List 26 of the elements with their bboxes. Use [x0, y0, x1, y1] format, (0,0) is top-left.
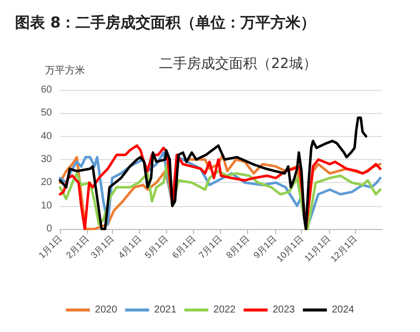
y-tick-label: 20 [40, 177, 52, 188]
x-tick-label: 1月1日 [36, 233, 64, 260]
x-tick-label: 5月1日 [142, 233, 170, 260]
y-tick-label: 30 [40, 154, 52, 165]
x-tick-label: 2月1日 [64, 233, 91, 260]
legend-label: 2024 [332, 304, 355, 316]
chart-title: 图表 8：二手房成交面积（单位：万平方米） [15, 14, 316, 32]
x-tick-label: 4月1日 [116, 233, 144, 260]
y-tick-label: 40 [40, 130, 52, 142]
chart-subtitle: 二手房成交面积（22城） [159, 56, 317, 72]
legend-label: 2021 [154, 304, 177, 316]
legend-label: 2020 [94, 304, 118, 316]
y-tick-label: 50 [40, 108, 52, 119]
x-tick-label: 11月1日 [302, 233, 332, 264]
x-tick-label: 9月1日 [252, 233, 278, 260]
x-tick-label: 7月1日 [196, 233, 224, 260]
y-tick-label: 10 [40, 200, 52, 212]
legend-label: 2023 [272, 304, 296, 316]
line-series [58, 116, 368, 230]
legend-label: 2022 [213, 304, 236, 316]
y-tick-label: 0 [46, 224, 52, 234]
y-axis-title: 万平方米 [45, 64, 85, 76]
y-tick-label: 60 [40, 84, 52, 96]
x-tick-label: 8月1日 [224, 233, 252, 260]
x-tick-label: 6月1日 [170, 233, 198, 260]
x-tick-label: 3月1日 [88, 233, 116, 260]
